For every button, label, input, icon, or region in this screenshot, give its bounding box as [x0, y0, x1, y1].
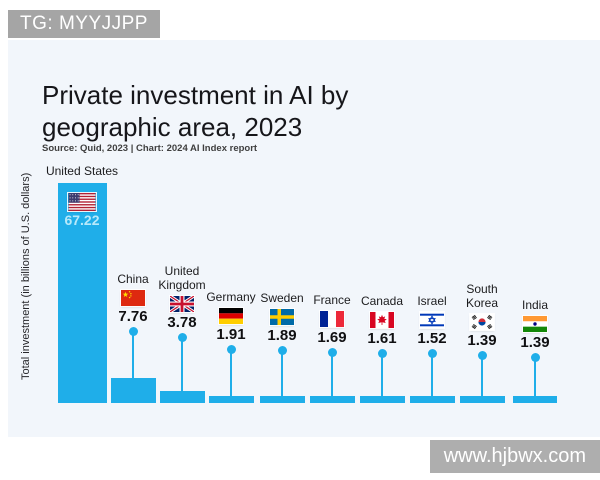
bar-cn: [110, 378, 156, 403]
leader-dot: [327, 347, 337, 357]
bar-ca: [359, 396, 405, 403]
leader-line: [281, 350, 283, 396]
bar-label-group: India 1.39: [490, 298, 580, 351]
bar-label-group: South Korea 1.39: [437, 283, 527, 349]
bar-fr: [309, 396, 355, 403]
leader-line: [181, 337, 183, 391]
leader-dot: [128, 326, 138, 336]
leader-line: [132, 331, 134, 378]
bar-value: 1.39: [520, 334, 550, 351]
bar-value: 67.22: [64, 212, 100, 228]
bar-value: 1.61: [367, 330, 397, 347]
bar-label-group: Israel 1.52: [387, 294, 477, 347]
corner-tag-badge: TG: MYYJJPP: [8, 10, 160, 38]
bar-kr: [459, 396, 505, 403]
bar-value: 1.69: [317, 329, 347, 346]
flag-in-icon: [523, 316, 547, 332]
country-label: Germany: [206, 290, 256, 305]
leader-dot: [277, 345, 287, 355]
plot-area: United States 67.22 China 7.76 United Kingdo…: [8, 40, 600, 437]
flag-de-icon: [219, 308, 243, 324]
bar-label-group: China 7.76: [88, 272, 178, 325]
chart-source: Source: Quid, 2023 | Chart: 2024 AI Inde…: [42, 143, 258, 154]
bar-se: [259, 396, 305, 403]
country-label: South Korea: [465, 282, 499, 311]
leader-line: [230, 349, 232, 396]
flag-fr-icon: [320, 311, 344, 327]
bar-label-group: United Kingdom 3.78: [137, 265, 227, 331]
leader-dot: [427, 348, 437, 358]
bar-value: 1.91: [216, 326, 246, 343]
watermark: www.hjbwx.com: [429, 440, 600, 473]
bar-label-group: Canada 1.61: [337, 294, 427, 347]
bar-in: [513, 396, 557, 403]
flag-cn-icon: [121, 290, 145, 306]
country-label: China: [117, 272, 149, 287]
bar-de: [208, 396, 254, 403]
country-label: France: [313, 293, 351, 308]
leader-line: [331, 352, 333, 396]
flag-kr-icon: [470, 314, 494, 330]
leader-dot: [226, 344, 236, 354]
country-label: Canada: [360, 294, 404, 309]
bar-value: 7.76: [118, 308, 148, 325]
country-label: Sweden: [260, 291, 304, 306]
flag-wrap: [68, 190, 96, 212]
bar-il: [409, 396, 455, 403]
leader-line: [381, 353, 383, 396]
leader-line: [481, 355, 483, 396]
country-label: United States: [45, 164, 119, 179]
bar-value: 1.89: [267, 327, 297, 344]
leader-dot: [477, 350, 487, 360]
bar-value: 1.39: [467, 332, 497, 349]
flag-gb-icon: [170, 296, 194, 312]
leader-line: [534, 357, 536, 396]
bar-gb: [159, 391, 205, 403]
bar-value: 1.52: [417, 330, 447, 347]
flag-il-icon: [420, 312, 444, 328]
country-label: India: [521, 298, 549, 313]
leader-line: [431, 353, 433, 396]
leader-dot: [177, 332, 187, 342]
bar-value: 3.78: [167, 314, 197, 331]
country-label: Israel: [417, 294, 447, 309]
leader-dot: [377, 348, 387, 358]
chart-card: Private investment in AI by geographic a…: [8, 40, 600, 437]
bar-label-group: France 1.69: [287, 293, 377, 346]
bar-us: [57, 183, 107, 403]
flag-us-icon: [68, 193, 96, 211]
leader-dot: [530, 352, 540, 362]
bar-label-group: Germany 1.91: [186, 290, 276, 343]
flag-se-icon: [270, 309, 294, 325]
flag-ca-icon: [370, 312, 394, 328]
bar-label-group: Sweden 1.89: [237, 291, 327, 344]
country-label: United Kingdom: [158, 264, 206, 293]
chart-title: Private investment in AI by geographic a…: [42, 80, 349, 142]
